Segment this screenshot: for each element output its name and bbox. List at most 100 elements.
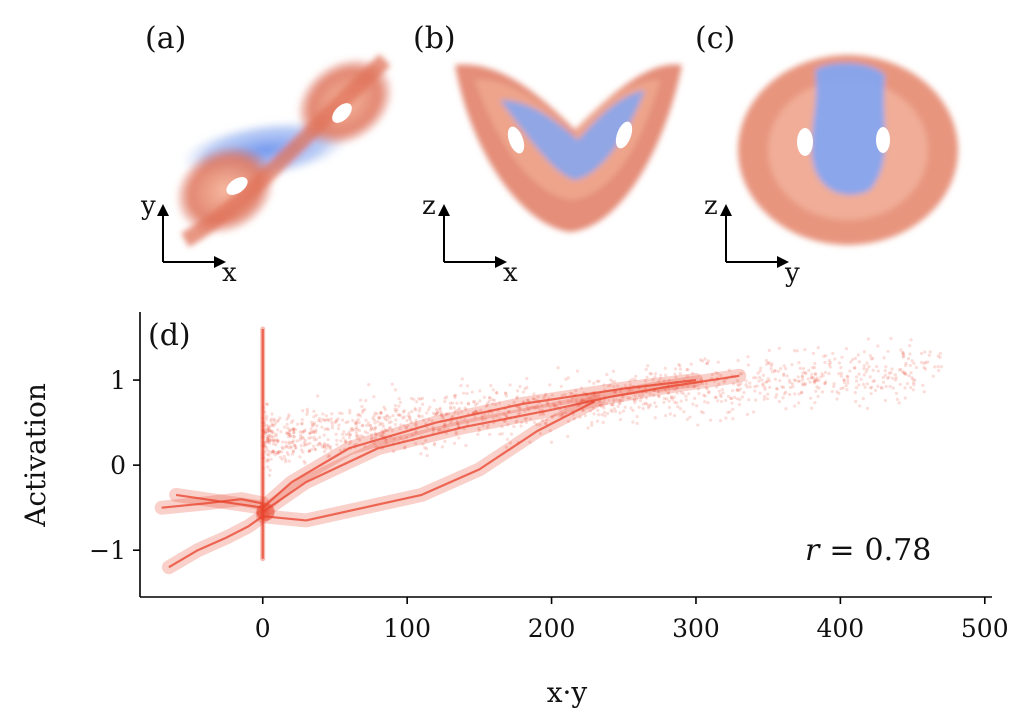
cloud-point <box>441 414 445 418</box>
cloud-point <box>401 416 405 420</box>
cloud-point <box>276 440 280 444</box>
cloud-point <box>790 382 795 386</box>
cloud-point <box>822 354 826 358</box>
cloud-point <box>271 435 275 439</box>
cloud-point <box>653 372 658 376</box>
cloud-point <box>290 452 295 456</box>
cloud-point <box>880 386 884 390</box>
cloud-point <box>473 415 477 419</box>
x-tick-label: 400 <box>817 614 865 643</box>
cloud-point <box>813 361 817 366</box>
cloud-point <box>902 370 906 374</box>
cloud-point <box>359 434 363 438</box>
cloud-point <box>784 407 788 411</box>
cloud-point <box>922 390 926 394</box>
cloud-point <box>265 427 269 431</box>
cloud-point <box>559 414 563 418</box>
cloud-point <box>337 423 341 427</box>
cloud-point <box>394 409 398 414</box>
cloud-point <box>861 396 865 401</box>
cloud-point <box>486 423 490 427</box>
cloud-point <box>464 408 468 412</box>
cloud-point <box>455 421 460 425</box>
cloud-point <box>322 443 326 447</box>
cloud-point <box>507 410 511 414</box>
cloud-point <box>861 382 865 386</box>
cloud-point <box>375 433 379 437</box>
cloud-point <box>379 411 383 415</box>
cloud-point <box>884 384 888 389</box>
cloud-point <box>528 405 533 409</box>
cloud-point <box>323 442 327 446</box>
cloud-point <box>533 405 537 409</box>
cloud-point <box>474 409 478 414</box>
cloud-point <box>268 438 272 443</box>
cloud-point <box>784 367 788 371</box>
cloud-point <box>322 433 326 437</box>
cloud-point <box>348 429 352 433</box>
cloud-point <box>648 392 652 396</box>
cloud-point <box>269 457 273 461</box>
cloud-point <box>588 409 593 413</box>
cloud-point <box>699 410 704 414</box>
cloud-point <box>693 385 697 389</box>
cloud-point <box>630 377 635 381</box>
cloud-point <box>276 439 280 443</box>
cloud-point <box>893 373 897 377</box>
cloud-point <box>269 430 274 434</box>
cloud-point <box>393 422 398 427</box>
cloud-point <box>286 445 291 450</box>
cloud-point <box>641 406 645 411</box>
panel-a-h-label: x <box>222 258 237 288</box>
cloud-point <box>626 396 630 400</box>
cloud-point <box>293 443 297 448</box>
cloud-point <box>778 378 782 383</box>
cloud-point <box>618 401 622 405</box>
cloud-point <box>645 375 649 379</box>
cloud-point <box>301 430 305 434</box>
middle-branch-halo <box>255 368 747 519</box>
cloud-point <box>291 449 296 454</box>
cloud-point <box>538 423 542 427</box>
cloud-point <box>831 351 835 355</box>
cloud-point <box>410 433 415 437</box>
cloud-point <box>484 404 488 408</box>
cloud-point <box>551 402 555 406</box>
cloud-point <box>348 441 352 446</box>
cloud-point <box>603 414 607 418</box>
cloud-point <box>662 379 666 383</box>
cloud-point <box>296 422 300 426</box>
cloud-point <box>618 398 622 403</box>
cloud-point <box>607 398 611 403</box>
cloud-point <box>265 459 269 463</box>
cloud-point <box>348 411 352 415</box>
cloud-point <box>478 399 482 403</box>
cloud-point <box>321 417 325 421</box>
cloud-point <box>515 419 519 423</box>
cloud-point <box>302 441 306 445</box>
cloud-point <box>399 423 403 427</box>
cloud-point <box>380 434 384 438</box>
cloud-point <box>897 368 902 372</box>
cloud-point <box>764 380 768 384</box>
cloud-point <box>369 433 373 437</box>
cloud-point <box>673 372 677 376</box>
cloud-point <box>737 402 742 407</box>
cloud-point <box>617 401 621 405</box>
cloud-point <box>678 407 683 411</box>
cloud-point <box>330 420 334 424</box>
cloud-point <box>278 455 283 459</box>
cloud-point <box>285 431 289 436</box>
cloud-point <box>610 409 614 414</box>
cloud-point <box>924 360 928 364</box>
cloud-point <box>330 426 335 430</box>
cloud-point <box>280 450 284 454</box>
cloud-point <box>512 400 516 404</box>
cloud-point <box>839 371 844 375</box>
cloud-point <box>704 386 708 390</box>
cloud-point <box>327 453 331 458</box>
cloud-point <box>456 411 461 416</box>
cloud-point <box>350 428 355 433</box>
cloud-point <box>292 430 296 435</box>
cloud-point <box>758 375 762 380</box>
